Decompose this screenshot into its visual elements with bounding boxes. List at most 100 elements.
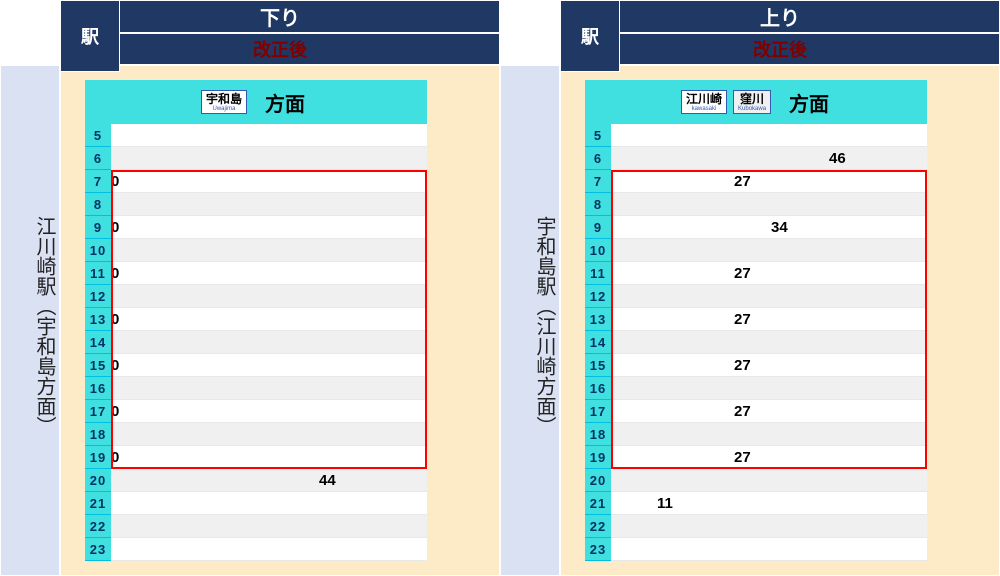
data-cell bbox=[611, 331, 927, 354]
data-cell: 27 bbox=[611, 170, 927, 193]
tt-row: 16 bbox=[85, 377, 427, 400]
revision-label: 改正後 bbox=[753, 36, 807, 62]
data-cell: 0 bbox=[111, 308, 427, 331]
minute-value: 27 bbox=[734, 311, 751, 328]
tt-row: 8 bbox=[85, 193, 427, 216]
hour-cell: 15 bbox=[85, 354, 111, 377]
data-cell bbox=[611, 538, 927, 561]
data-cell: 27 bbox=[611, 354, 927, 377]
hour-cell: 14 bbox=[585, 331, 611, 354]
tt-header-left: 宇和島Uwajima方面 bbox=[85, 80, 427, 124]
data-cell: 27 bbox=[611, 308, 927, 331]
tt-row: 2044 bbox=[85, 469, 427, 492]
hour-cell: 10 bbox=[85, 239, 111, 262]
minute-value: 11 bbox=[657, 495, 673, 512]
tt-row: 1527 bbox=[585, 354, 927, 377]
tt-row: 12 bbox=[85, 285, 427, 308]
minute-value: 27 bbox=[734, 173, 751, 190]
minute-value: 34 bbox=[771, 219, 788, 236]
data-cell bbox=[111, 147, 427, 170]
houmen-label: 方面 bbox=[789, 88, 829, 117]
tt-row: 1927 bbox=[585, 446, 927, 469]
hour-cell: 5 bbox=[85, 124, 111, 147]
data-cell bbox=[111, 331, 427, 354]
tt-row: 5 bbox=[585, 124, 927, 147]
tt-row: 6 bbox=[85, 147, 427, 170]
data-cell: 0 bbox=[111, 262, 427, 285]
data-cell: 0 bbox=[111, 446, 427, 469]
data-cell: 46 bbox=[611, 147, 927, 170]
minute-value: 0 bbox=[111, 219, 119, 236]
tt-row: 21 bbox=[85, 492, 427, 515]
left-panel: 駅 下り 改正後 江川崎駅（宇和島方面） 宇和島Uwajima方面 bbox=[0, 0, 500, 576]
hour-cell: 6 bbox=[585, 147, 611, 170]
station-name-left: 江川崎駅（宇和島方面） bbox=[0, 65, 60, 576]
tt-row: 1127 bbox=[585, 262, 927, 285]
minute-value: 0 bbox=[111, 357, 119, 374]
data-cell: 27 bbox=[611, 400, 927, 423]
tt-row: 22 bbox=[585, 515, 927, 538]
data-cell: 0 bbox=[111, 170, 427, 193]
hour-cell: 19 bbox=[85, 446, 111, 469]
timetable-right: 江川崎kawasaki窪川Kubokawa方面 5646727893410112… bbox=[585, 80, 927, 561]
revision-label: 改正後 bbox=[253, 36, 307, 62]
station-header-label: 駅 bbox=[581, 23, 599, 49]
hour-cell: 9 bbox=[85, 216, 111, 239]
direction-label: 上り bbox=[760, 2, 800, 31]
hour-cell: 14 bbox=[85, 331, 111, 354]
hour-cell: 19 bbox=[585, 446, 611, 469]
tt-row: 14 bbox=[585, 331, 927, 354]
tt-row: 8 bbox=[585, 193, 927, 216]
tt-row: 727 bbox=[585, 170, 927, 193]
data-cell: 0 bbox=[111, 216, 427, 239]
tt-row: 934 bbox=[585, 216, 927, 239]
destinations-right: 江川崎kawasaki窪川Kubokawa 方面 bbox=[611, 88, 829, 117]
tt-row: 13 27 bbox=[585, 308, 927, 331]
minute-value: 27 bbox=[734, 265, 751, 282]
tt-rows-left: 5670890101101213014150161701819020442122… bbox=[85, 124, 427, 561]
hour-cell: 11 bbox=[85, 262, 111, 285]
tt-row: 6 46 bbox=[585, 147, 927, 170]
hour-cell: 7 bbox=[85, 170, 111, 193]
data-cell bbox=[611, 193, 927, 216]
direction-header-right: 上り bbox=[560, 0, 1000, 33]
hour-cell: 5 bbox=[585, 124, 611, 147]
hour-cell: 21 bbox=[85, 492, 111, 515]
destination-box: 窪川Kubokawa bbox=[733, 90, 771, 114]
hour-cell: 12 bbox=[85, 285, 111, 308]
minute-value: 44 bbox=[319, 472, 336, 489]
hour-cell: 12 bbox=[585, 285, 611, 308]
data-cell bbox=[111, 124, 427, 147]
destination-box: 江川崎kawasaki bbox=[681, 90, 727, 114]
hour-cell: 10 bbox=[585, 239, 611, 262]
right-panel: 駅 上り 改正後 宇和島駅（江川崎方面） 江川崎kawasaki窪川Kuboka… bbox=[500, 0, 1000, 576]
tt-rows-right: 5646727893410112712132714152716172718192… bbox=[585, 124, 927, 561]
hour-cell: 17 bbox=[85, 400, 111, 423]
tt-row: 10 bbox=[85, 239, 427, 262]
data-cell bbox=[611, 285, 927, 308]
container: 駅 下り 改正後 江川崎駅（宇和島方面） 宇和島Uwajima方面 bbox=[0, 0, 1000, 576]
hour-cell: 20 bbox=[85, 469, 111, 492]
destinations-left: 宇和島Uwajima方面 bbox=[111, 88, 305, 117]
data-cell bbox=[111, 285, 427, 308]
revision-header-right: 改正後 bbox=[560, 33, 1000, 66]
tt-row: 16 bbox=[585, 377, 927, 400]
data-cell bbox=[611, 469, 927, 492]
tt-row: 150 bbox=[85, 354, 427, 377]
tt-row: 18 bbox=[585, 423, 927, 446]
tt-row: 10 bbox=[585, 239, 927, 262]
minute-value: 0 bbox=[111, 311, 119, 328]
tt-row: 14 bbox=[85, 331, 427, 354]
data-cell bbox=[611, 239, 927, 262]
hour-cell: 13 bbox=[585, 308, 611, 331]
data-cell: 0 bbox=[111, 400, 427, 423]
hour-cell: 23 bbox=[85, 538, 111, 561]
hour-cell: 22 bbox=[85, 515, 111, 538]
minute-value: 46 bbox=[829, 150, 846, 167]
data-cell bbox=[111, 423, 427, 446]
station-header-right: 駅 bbox=[560, 0, 620, 72]
hour-cell: 22 bbox=[585, 515, 611, 538]
station-header-label: 駅 bbox=[81, 23, 99, 49]
data-cell bbox=[611, 124, 927, 147]
minute-value: 0 bbox=[111, 173, 119, 190]
